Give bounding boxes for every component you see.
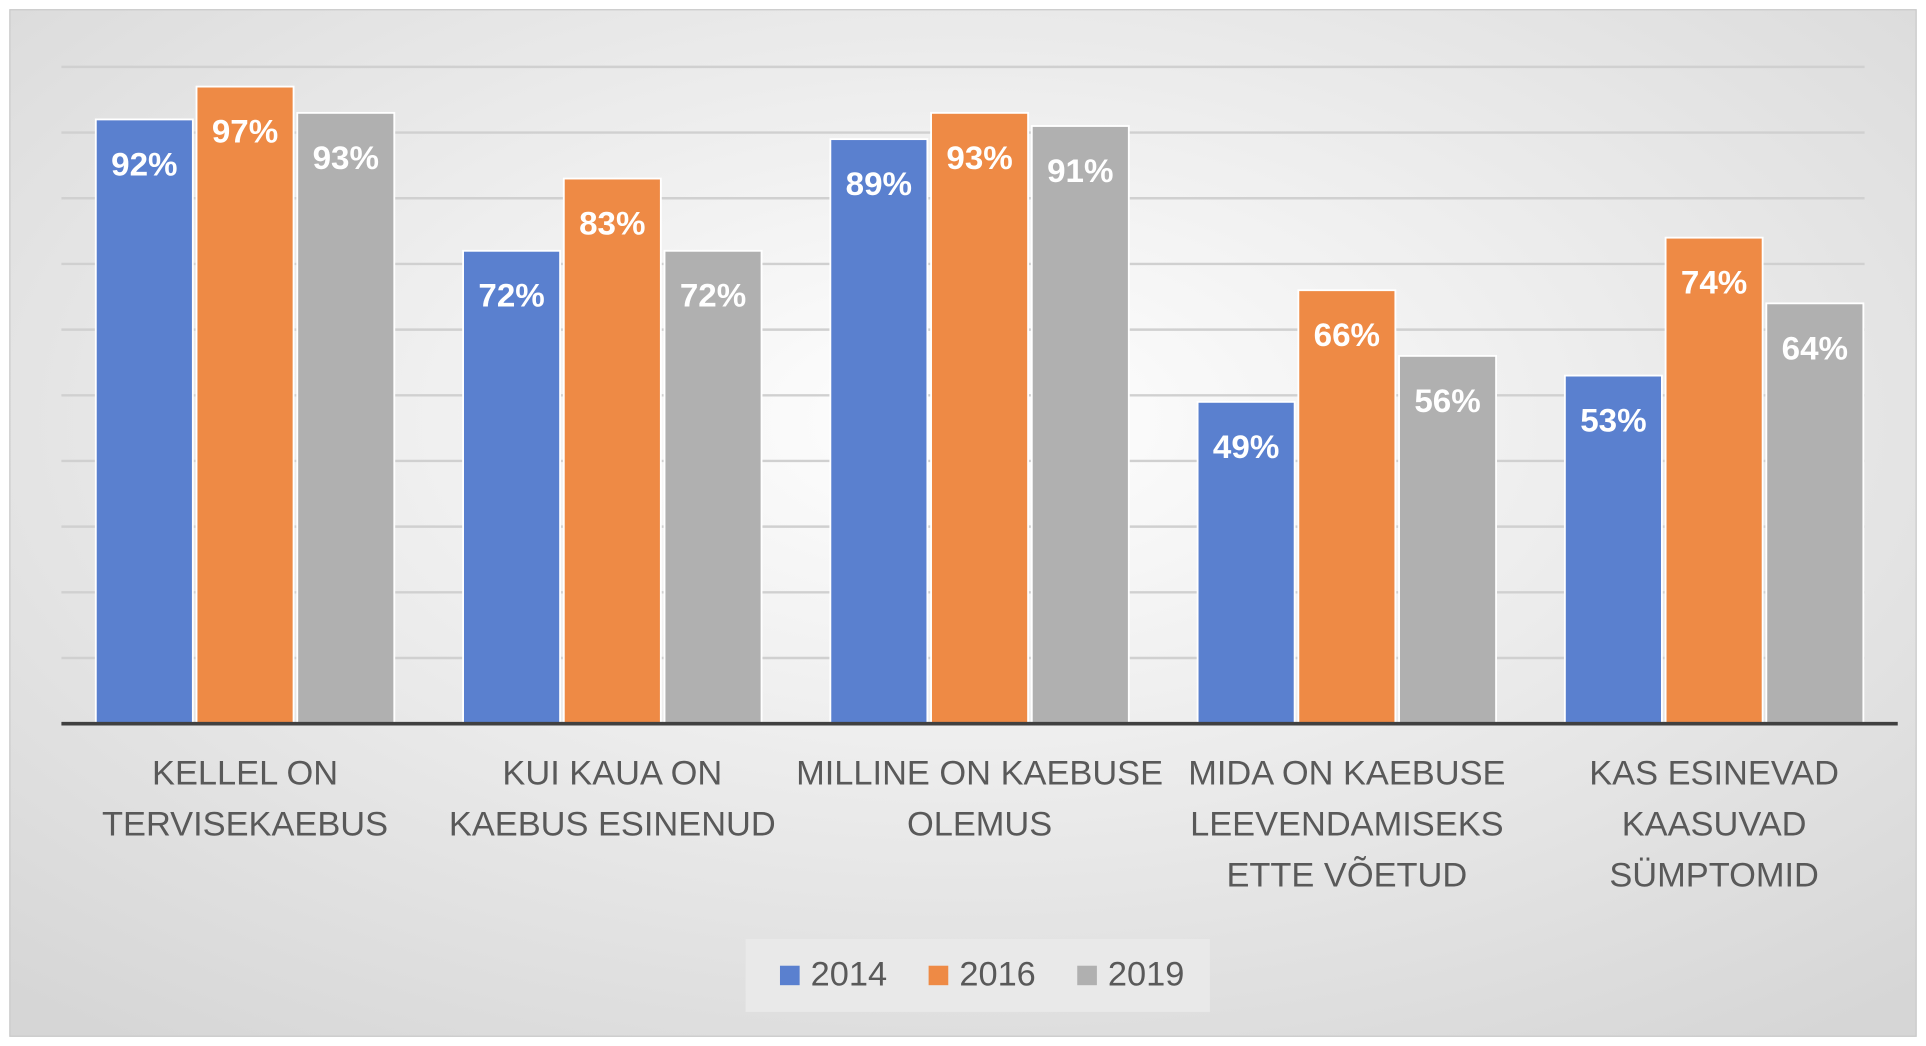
bar [462, 249, 562, 725]
bar [1030, 125, 1130, 725]
data-label: 97% [212, 113, 278, 150]
data-label: 92% [111, 146, 177, 183]
legend-box [745, 938, 1210, 1012]
data-label: 93% [313, 139, 379, 176]
x-tick-label: KAS ESINEVAD KAASUVAD SÜMPTOMID [1589, 754, 1839, 894]
x-tick-label-box: MILLINE ON KAEBUSE OLEMUS [796, 754, 1164, 843]
legend-swatch [928, 965, 949, 986]
x-tick-label-box: KUI KAUA ON KAEBUS ESINENUD [448, 754, 776, 843]
data-label: 83% [579, 205, 645, 242]
data-label: 93% [946, 139, 1012, 176]
data-label: 56% [1414, 382, 1480, 419]
bar [1196, 400, 1296, 725]
bar [296, 111, 396, 725]
bar [1765, 302, 1865, 725]
data-label: 74% [1681, 264, 1747, 301]
data-label: 89% [846, 165, 912, 202]
x-tick-label: KUI KAUA ON KAEBUS ESINENUD [448, 754, 776, 843]
bar [1398, 354, 1498, 725]
bar [1297, 289, 1397, 725]
data-label: 72% [478, 277, 544, 314]
legend-label: 2019 [1108, 956, 1184, 994]
bar [829, 138, 929, 725]
bar [1664, 236, 1764, 725]
data-label: 91% [1047, 152, 1113, 189]
data-label: 66% [1314, 316, 1380, 353]
legend-label: 2014 [811, 956, 887, 994]
legend-label: 2016 [959, 956, 1035, 994]
bar [195, 85, 295, 725]
legend-swatch [779, 965, 800, 986]
data-label: 49% [1213, 428, 1279, 465]
bar [562, 177, 662, 725]
bar [1563, 374, 1663, 725]
x-tick-label: MILLINE ON KAEBUSE OLEMUS [796, 754, 1164, 843]
x-tick-label: KELLEL ON TERVISEKAEBUS [102, 754, 389, 843]
data-label: 64% [1782, 329, 1848, 366]
x-tick-label-box: MIDA ON KAEBUSE LEEVENDAMISEKS ETTE VÕET… [1188, 754, 1506, 894]
bar [663, 249, 763, 725]
bar [94, 118, 194, 725]
data-label: 53% [1580, 402, 1646, 439]
data-label: 72% [680, 277, 746, 314]
x-tick-label-box: KELLEL ON TERVISEKAEBUS [102, 754, 389, 843]
x-tick-label: MIDA ON KAEBUSE LEEVENDAMISEKS ETTE VÕET… [1188, 754, 1506, 894]
legend-swatch [1077, 965, 1097, 986]
x-tick-label-box: KAS ESINEVAD KAASUVAD SÜMPTOMID [1589, 754, 1839, 894]
bar [930, 111, 1030, 725]
